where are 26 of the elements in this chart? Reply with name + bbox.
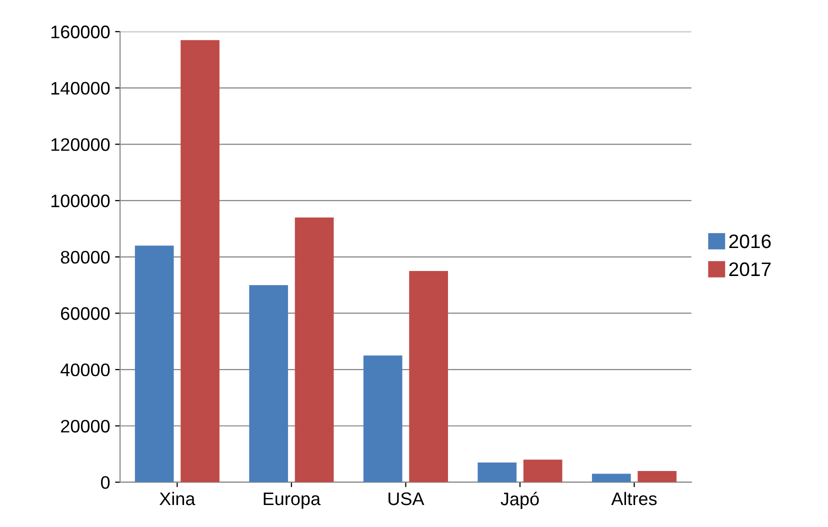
x-tick-label: Xina: [160, 492, 196, 506]
bar: [638, 470, 677, 482]
y-tick-label: 0: [101, 476, 110, 489]
y-tick-label: 60000: [61, 307, 110, 320]
bar: [134, 246, 174, 482]
bar: [249, 285, 288, 482]
y-tick-label: 160000: [51, 26, 110, 38]
y-tick-label: 140000: [51, 82, 110, 95]
y-tick-label: 80000: [60, 250, 110, 264]
bar: [478, 462, 517, 482]
bar: [592, 474, 631, 482]
y-tick-label: 100000: [51, 194, 110, 208]
bar: [409, 270, 448, 482]
bar: [180, 40, 220, 482]
legend-label: 2016: [729, 234, 771, 248]
y-tick-label: 120000: [51, 138, 110, 151]
legend-label: 2017: [729, 262, 771, 276]
x-tick-label: Europa: [264, 492, 321, 509]
x-tick-label: USA: [388, 492, 424, 506]
bar: [523, 460, 562, 482]
bar: [363, 355, 402, 482]
x-tick-label: Japó: [500, 492, 539, 509]
x-tick-label: Altres: [611, 492, 657, 506]
bar: [294, 217, 334, 482]
y-tick-label: 20000: [61, 420, 110, 433]
y-tick-label: 40000: [60, 363, 110, 376]
